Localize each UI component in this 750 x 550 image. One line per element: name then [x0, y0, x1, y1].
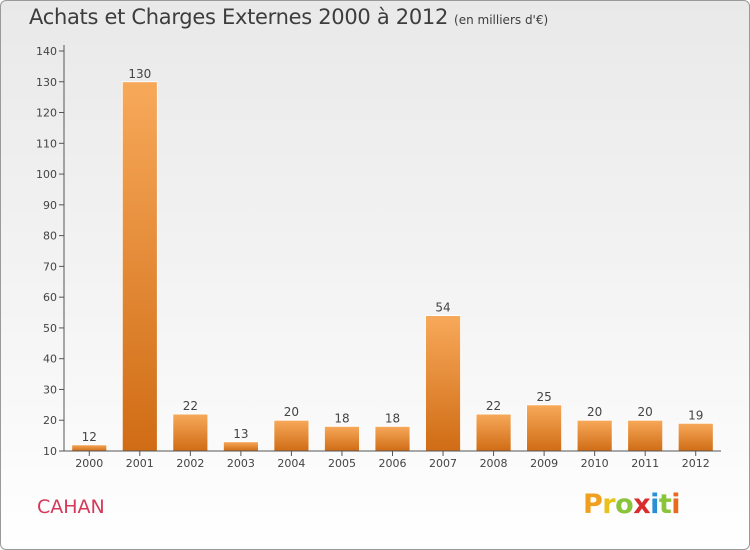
bar-2008	[475, 413, 512, 452]
x-tick-label-2002: 2002	[176, 457, 204, 470]
bars-group: 12 130 22 13 20 18 18 54 22 25 20 20 19	[71, 67, 714, 452]
bar-2009	[526, 404, 563, 452]
x-tick-label-2004: 2004	[277, 457, 305, 470]
x-tick-label-2007: 2007	[429, 457, 457, 470]
y-tick-label: 30	[43, 383, 57, 396]
bar-2007	[425, 315, 461, 452]
bar-2012	[677, 422, 714, 452]
x-tick-label-2005: 2005	[328, 457, 356, 470]
y-tick-label: 130	[36, 76, 57, 89]
logo-letter: P	[583, 489, 603, 520]
chart-title: Achats et Charges Externes 2000 à 2012 (e…	[29, 5, 548, 29]
y-tick-label: 70	[43, 260, 57, 273]
bar-2004	[273, 419, 310, 452]
unit-text: (en milliers d'€)	[454, 13, 549, 27]
x-tick-label-2009: 2009	[530, 457, 558, 470]
data-label-2005: 18	[334, 411, 349, 425]
y-tick-label: 120	[36, 107, 57, 120]
proxiti-logo: Proxiti	[583, 489, 681, 520]
y-tick-label: 10	[43, 445, 57, 458]
x-tick-label-2003: 2003	[227, 457, 255, 470]
data-label-2010: 20	[587, 405, 602, 419]
logo-letter: i	[650, 489, 659, 520]
x-tick-label-2010: 2010	[581, 457, 609, 470]
data-label-2004: 20	[284, 405, 299, 419]
bar-2003	[222, 441, 259, 452]
logo-letter: x	[633, 489, 651, 520]
y-tick-label: 40	[43, 353, 57, 366]
y-tick-label: 60	[43, 291, 57, 304]
data-label-2007: 54	[435, 301, 450, 315]
bar-2002	[172, 413, 209, 452]
y-tick-label: 110	[36, 137, 57, 150]
bar-2006	[374, 425, 411, 452]
y-tick-label: 20	[43, 414, 57, 427]
x-tick-label-2000: 2000	[75, 457, 103, 470]
x-tick-label-2012: 2012	[682, 457, 710, 470]
logo-letter: i	[671, 489, 681, 520]
data-label-2006: 18	[385, 411, 400, 425]
data-label-2008: 22	[486, 399, 501, 413]
logo-letter: o	[615, 489, 634, 520]
bar-2005	[324, 425, 360, 452]
y-tick-label: 80	[43, 230, 57, 243]
y-tick-label: 90	[43, 199, 57, 212]
logo-letter: r	[602, 489, 616, 520]
x-tick-label-2008: 2008	[480, 457, 508, 470]
data-label-2012: 19	[688, 408, 703, 422]
axes-group: 10 20 30 40 50 60 70 80 90 100 110 120 130 140 2000 200…	[36, 45, 721, 470]
y-tick-label: 50	[43, 322, 57, 335]
data-label-2002: 22	[183, 399, 198, 413]
data-label-2003: 13	[233, 427, 248, 441]
data-label-2001: 130	[128, 67, 151, 81]
bar-2010	[576, 419, 613, 452]
bar-2000	[71, 444, 108, 452]
y-tick-label: 140	[36, 45, 57, 58]
logo-letter: t	[658, 489, 672, 520]
data-label-2000: 12	[82, 430, 97, 444]
x-tick-label-2011: 2011	[631, 457, 659, 470]
data-label-2011: 20	[638, 405, 653, 419]
data-label-2009: 25	[536, 390, 551, 404]
commune-name: CAHAN	[37, 496, 105, 518]
bar-2001	[121, 81, 158, 452]
bar-2011	[627, 419, 664, 452]
title-text: Achats et Charges Externes 2000 à 2012	[29, 5, 449, 29]
x-tick-label-2006: 2006	[379, 457, 407, 470]
x-tick-label-2001: 2001	[126, 457, 154, 470]
y-tick-label: 100	[36, 168, 57, 181]
